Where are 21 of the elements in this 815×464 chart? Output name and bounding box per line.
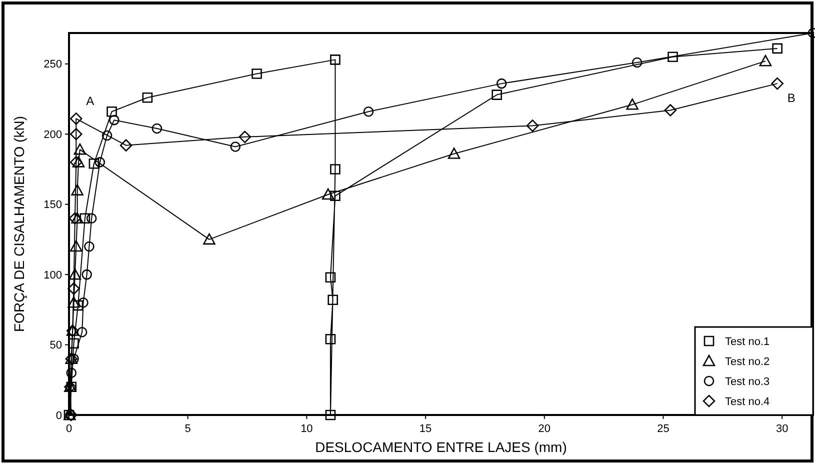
x-axis-title: DESLOCAMENTO ENTRE LAJES (mm) [315,439,567,455]
x-tick-label: 5 [184,423,191,435]
legend-label: Test no.2 [725,356,770,368]
y-tick-label: 50 [50,340,62,352]
y-tick-label: 100 [44,269,62,282]
annotation: A [86,94,94,108]
legend-label: Test no.3 [725,376,770,388]
y-tick-label: 0 [56,410,62,422]
y-tick-label: 150 [44,199,62,212]
y-axis-title: FORÇA DE CISALHAMENTO (kN) [11,116,27,332]
y-tick-label: 200 [44,128,62,141]
x-tick-label: 30 [776,423,788,435]
x-tick-label: 10 [300,423,313,435]
x-tick-label: 20 [538,423,551,435]
y-tick-label: 250 [44,58,62,71]
x-tick-label: 15 [419,423,432,435]
legend-label: Test no.4 [725,396,770,408]
x-tick-label: 25 [657,423,670,435]
annotation: B [787,90,796,105]
legend-label: Test no.1 [725,336,770,348]
x-tick-label: 0 [66,423,72,435]
